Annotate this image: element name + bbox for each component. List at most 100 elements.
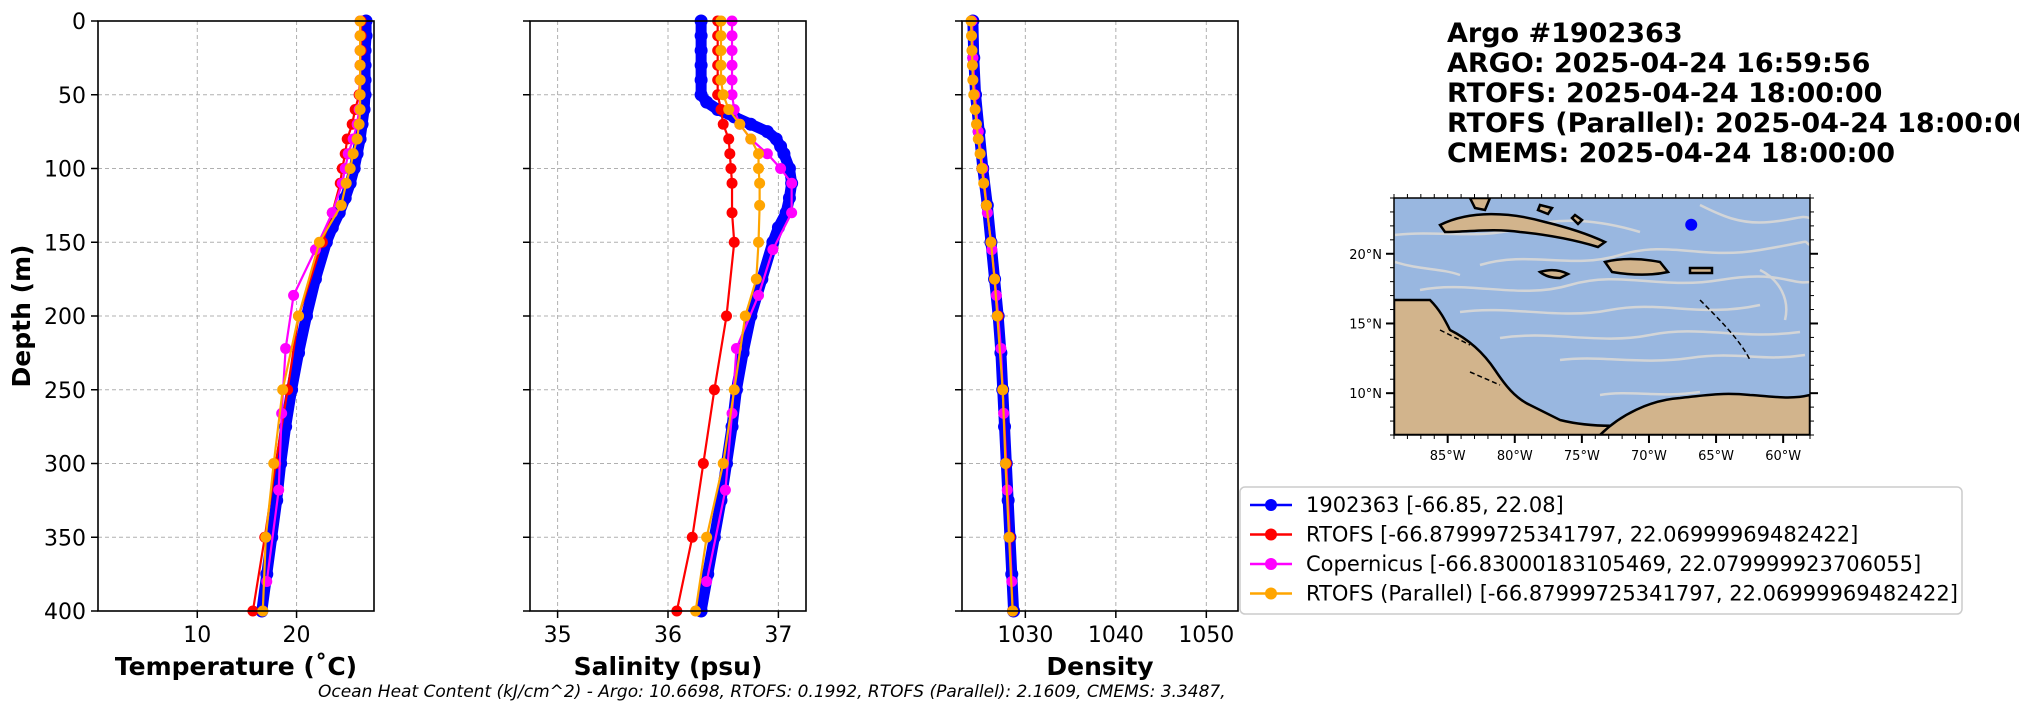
map-land: [1394, 198, 1810, 435]
temperature-panel: 0 50 100 150 200 250 300 350 400 10 20 Temperature …: [7, 10, 375, 681]
argo-float-marker: [1685, 218, 1698, 231]
header-line-argo-id: Argo #1902363: [1447, 18, 1683, 49]
data-point: [976, 163, 988, 174]
x-tick-label: 37: [764, 623, 792, 648]
data-point: [268, 458, 280, 469]
data-point: [701, 531, 713, 543]
data-point: [739, 310, 751, 322]
data-point: [760, 125, 774, 139]
data-point: [966, 45, 978, 56]
data-point: [723, 104, 735, 115]
data-point: [744, 117, 758, 131]
data-point: [335, 199, 347, 211]
data-point: [354, 45, 366, 56]
map-lon-label: 60°W: [1765, 449, 1801, 464]
data-point: [717, 118, 729, 130]
data-point: [353, 118, 365, 130]
data-point: [726, 45, 738, 56]
density-panel: 1030 1040 1050 Density: [955, 14, 1239, 681]
y-tick-label: 50: [58, 84, 86, 109]
data-point: [313, 236, 325, 248]
header-line-argo-time: ARGO: 2025-04-24 16:59:56: [1447, 48, 1870, 79]
temperature-grid: [98, 20, 374, 612]
data-point: [719, 484, 731, 496]
data-point: [694, 73, 708, 87]
map-lon-label: 65°W: [1698, 449, 1734, 464]
data-point: [715, 104, 727, 115]
data-point: [999, 458, 1011, 469]
data-point: [754, 177, 766, 189]
data-point: [978, 177, 990, 189]
data-point: [753, 236, 765, 248]
data-point: [997, 384, 1009, 396]
data-point: [293, 310, 305, 322]
data-point: [980, 199, 992, 211]
header-block: Argo #1902363 ARGO: 2025-04-24 16:59:56 …: [1447, 18, 2019, 169]
x-tick-label: 1030: [997, 623, 1053, 648]
data-point: [686, 531, 698, 543]
salinity-grid: [530, 20, 806, 612]
data-point: [721, 310, 733, 322]
data-point: [694, 29, 708, 43]
data-point: [989, 273, 1001, 285]
legend-entry: Copernicus [-66.83000183105469, 22.07999…: [1250, 552, 1921, 576]
data-point: [775, 163, 787, 174]
data-point: [340, 177, 352, 189]
data-point: [745, 133, 757, 145]
legend-marker: [1265, 499, 1277, 511]
temperature-series-rtofs-parallel-: [257, 15, 366, 617]
data-point: [717, 89, 729, 101]
legend: 1902363 [-66.85, 22.08] RTOFS [-66.879997…: [1239, 486, 1963, 615]
data-point: [970, 118, 982, 130]
data-point: [761, 148, 773, 160]
data-point: [299, 309, 313, 323]
data-point: [276, 407, 288, 419]
temperature-xlabel: Temperature (˚C): [115, 652, 357, 681]
data-point: [724, 148, 736, 160]
map-lon-label: 75°W: [1564, 449, 1600, 464]
data-point: [715, 45, 727, 56]
data-point: [991, 310, 1003, 322]
y-tick-label: 0: [72, 10, 86, 35]
density-series-rtofs-parallel-: [965, 15, 1019, 617]
header-line-cmems-time: CMEMS: 2025-04-24 18:00:00: [1447, 138, 1895, 169]
data-point: [701, 576, 713, 587]
data-point: [1003, 531, 1015, 543]
data-point: [288, 289, 300, 301]
legend-label: 1902363 [-66.85, 22.08]: [1306, 493, 1564, 517]
data-point: [726, 30, 738, 42]
legend-label: RTOFS [-66.87999725341797, 22.0699996948…: [1306, 523, 1858, 547]
data-point: [734, 118, 746, 130]
legend-marker: [1265, 587, 1277, 600]
legend-entry: RTOFS [-66.87999725341797, 22.0699996948…: [1250, 523, 1858, 547]
data-point: [728, 384, 740, 396]
data-point: [754, 199, 766, 211]
y-tick-label: 250: [44, 379, 86, 404]
data-point: [725, 163, 737, 174]
salinity-xlabel: Salinity (psu): [574, 652, 763, 681]
data-point: [726, 177, 738, 189]
data-point: [715, 59, 727, 71]
data-point: [782, 191, 796, 205]
legend-marker: [1265, 558, 1277, 570]
temperature-ylabel: Depth (m): [7, 245, 36, 388]
map-lon-label: 70°W: [1631, 449, 1667, 464]
map-borders: [1439, 299, 1751, 386]
data-point: [351, 133, 363, 145]
header-line-rtofs-time: RTOFS: 2025-04-24 18:00:00: [1447, 78, 1882, 109]
y-tick-label: 300: [44, 453, 86, 478]
data-point: [347, 148, 359, 160]
data-point: [966, 59, 978, 71]
data-point: [694, 58, 708, 72]
data-point: [700, 95, 714, 109]
data-point: [728, 236, 740, 248]
data-point: [777, 147, 791, 161]
data-point: [966, 30, 978, 42]
data-point: [985, 236, 997, 248]
data-point: [726, 74, 738, 86]
data-point: [697, 458, 709, 469]
density-xlabel: Density: [1046, 652, 1153, 681]
data-point: [707, 530, 721, 544]
data-point: [708, 384, 720, 396]
